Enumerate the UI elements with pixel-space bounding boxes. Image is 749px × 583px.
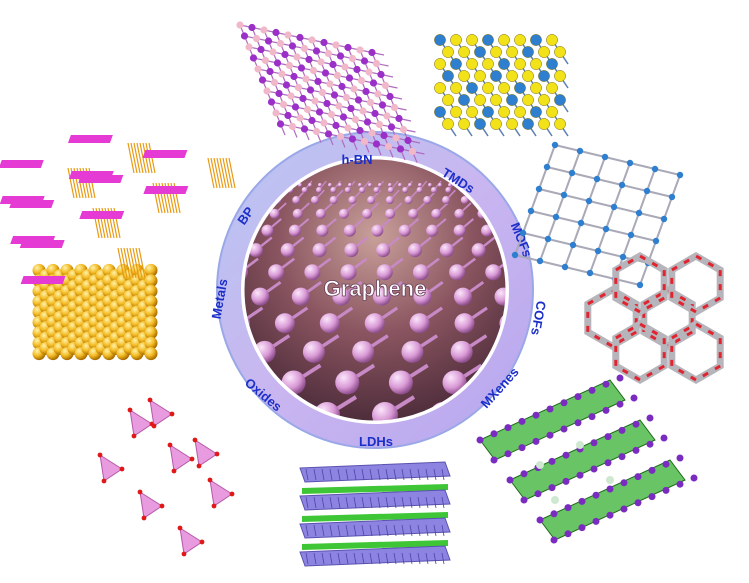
center-label: Graphene bbox=[324, 276, 427, 301]
tmd-structure-illustration bbox=[434, 34, 569, 137]
ring-label-hbn: h-BN bbox=[341, 152, 372, 167]
metal-structure-illustration bbox=[32, 263, 158, 361]
mxene-structure-illustration bbox=[476, 374, 698, 544]
oxide-structure-illustration bbox=[97, 397, 235, 557]
hbn-structure-illustration bbox=[236, 21, 425, 163]
ring-label-metals: Metals bbox=[209, 278, 231, 320]
mof-structure-illustration bbox=[511, 141, 684, 289]
ring-label-ldhs: LDHs bbox=[359, 434, 393, 449]
ring-label-cofs: COFs bbox=[528, 300, 549, 337]
cof-structure-illustration bbox=[584, 251, 724, 385]
ldh-structure-illustration bbox=[299, 461, 451, 567]
bp-structure-illustration bbox=[0, 135, 236, 284]
